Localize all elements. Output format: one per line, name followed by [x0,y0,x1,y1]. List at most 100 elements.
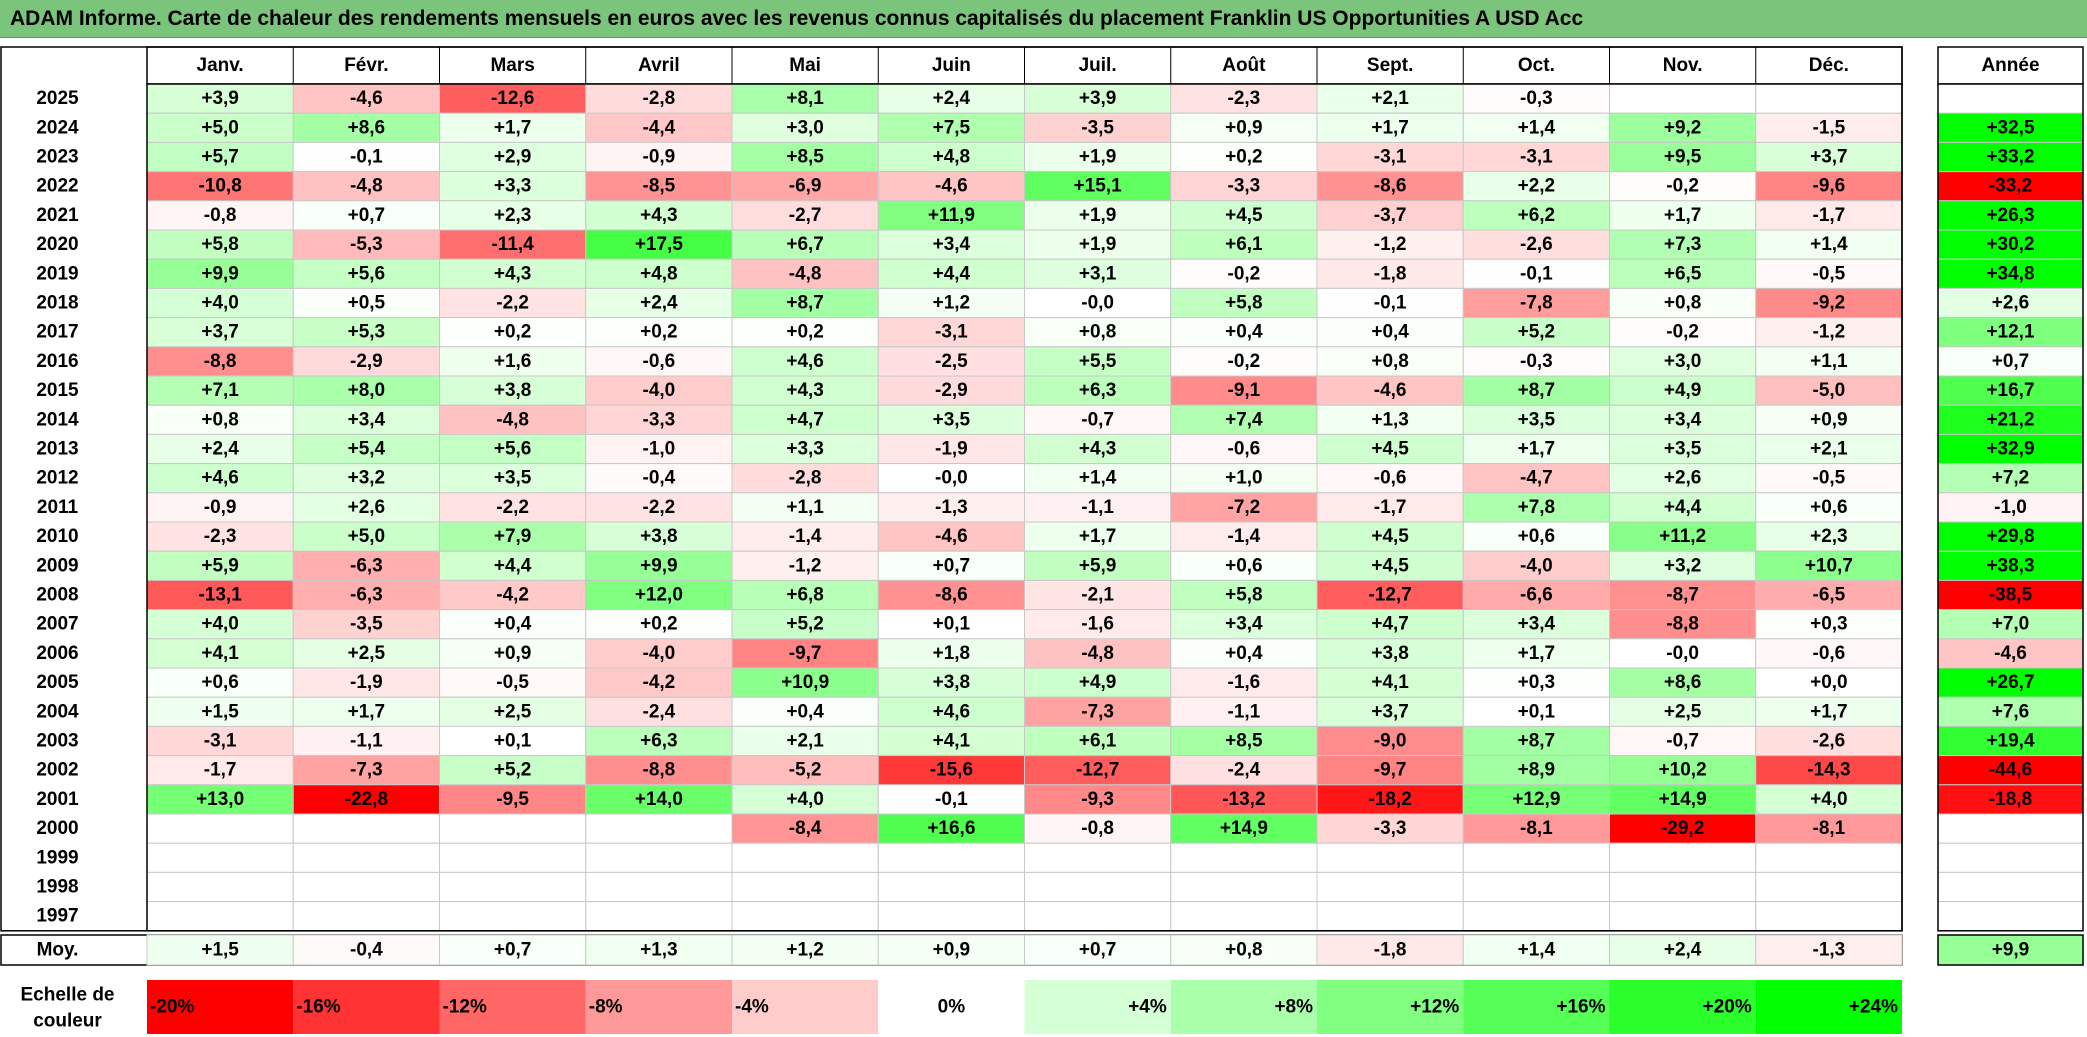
year-cell [1937,83,2084,114]
scale-swatch [293,980,440,1034]
cell-value: -8,4 [789,818,822,839]
heatmap-cell [1755,229,1903,260]
heatmap-cell [731,200,879,231]
average-value: -0,4 [350,940,383,961]
heatmap-cell [585,112,733,143]
row-label-2003: 2003 [36,731,78,752]
cell-value: +3,0 [1664,351,1702,372]
heatmap-cell [439,346,587,377]
cell-value: +4,0 [786,789,824,810]
year-value: +26,7 [1986,672,2034,693]
cell-value: -22,8 [345,789,388,810]
heatmap-cell [1462,638,1610,669]
row-label-2002: 2002 [36,760,78,781]
year-cell [1937,667,2084,698]
scale-label-line1: Echelle de [21,985,115,1006]
cell-value: -11,4 [491,234,534,255]
average-value: +1,2 [786,940,824,961]
heatmap-cell [1024,83,1172,114]
cell-value: -1,6 [1228,672,1261,693]
cell-value: +8,7 [1518,731,1556,752]
cell-value: -4,0 [1520,555,1553,576]
year-value: +29,8 [1986,526,2034,547]
heatmap-cell [1170,842,1318,873]
cell-value: -0,6 [1374,468,1407,489]
cell-value: +0,5 [348,293,386,314]
heatmap-cell [1462,200,1610,231]
scale-swatch [1463,980,1610,1034]
cell-value: +0,4 [494,614,532,635]
average-year-value: +9,9 [1992,940,2030,961]
year-value: +21,2 [1986,409,2034,430]
cell-value: +8,7 [1518,380,1556,401]
heatmap-cell [292,171,440,202]
cell-value: -8,1 [1520,818,1553,839]
row-label-2010: 2010 [36,526,78,547]
cell-value: -9,2 [1813,293,1846,314]
cell-value: -2,4 [643,701,676,722]
heatmap-cell [1755,375,1903,406]
cell-value: +3,3 [786,439,824,460]
heatmap-cell [1170,463,1318,494]
heatmap-cell [146,375,294,406]
heatmap-cell [1170,550,1318,581]
scale-label: -4% [735,997,769,1018]
row-label-2023: 2023 [36,147,78,168]
cell-value: -1,2 [789,555,822,576]
cell-value: -0,1 [1374,293,1407,314]
cell-value: -1,1 [1081,497,1114,518]
scale-label: +4% [1128,997,1167,1018]
heatmap-cell [1755,550,1903,581]
cell-value: +0,4 [1371,322,1409,343]
heatmap-cell [1609,667,1757,698]
year-cell [1937,638,2084,669]
cell-value: -0,5 [1813,263,1846,284]
cell-value: -3,3 [1374,818,1407,839]
cell-value: -1,7 [204,760,237,781]
heatmap-cell [1170,404,1318,435]
row-label-1998: 1998 [36,877,78,898]
scale-label: +8% [1274,997,1313,1018]
scale-swatch [439,980,586,1034]
cell-value: +0,1 [494,731,532,752]
cell-value: +14,0 [635,789,683,810]
heatmap-cell [1170,83,1318,114]
heatmap-cell [1462,550,1610,581]
cell-value: +3,8 [933,672,971,693]
cell-value: +6,3 [1079,380,1117,401]
cell-value: +4,5 [1371,439,1409,460]
heatmap-cell [439,638,587,669]
cell-value: -4,2 [643,672,676,693]
average-value: +0,7 [1079,940,1117,961]
row-label-2012: 2012 [36,468,78,489]
heatmap-cell [1170,609,1318,640]
cell-value: +3,9 [201,88,239,109]
heatmap-cell [146,112,294,143]
heatmap-cell [146,200,294,231]
scale-label-line2: couleur [33,1011,102,1032]
cell-value: +0,1 [1518,701,1556,722]
heatmap-cell [1024,287,1172,319]
cell-value: +5,2 [494,760,532,781]
heatmap-cell [1316,609,1464,640]
cell-value: -0,7 [1081,409,1114,430]
month-header-4: Mai [789,55,821,76]
heatmap-cell [877,901,1025,932]
year-cell [1937,871,2084,903]
year-value: -33,2 [1989,176,2032,197]
heatmap-cell [877,171,1025,202]
cell-value: +9,9 [640,555,678,576]
heatmap-cell [1609,901,1757,932]
heatmap-cell [146,229,294,260]
cell-value: -1,3 [935,497,968,518]
row-label-2009: 2009 [36,555,78,576]
heatmap-cell [1024,638,1172,669]
heatmap-cell [585,871,733,903]
year-cell [1937,901,2084,932]
heatmap-cell [585,171,733,202]
cell-value: +4,1 [933,731,971,752]
cell-value: +4,5 [1371,526,1409,547]
cell-value: +4,9 [1664,380,1702,401]
average-label: Moy. [37,940,79,961]
heatmap-cell [731,404,879,435]
